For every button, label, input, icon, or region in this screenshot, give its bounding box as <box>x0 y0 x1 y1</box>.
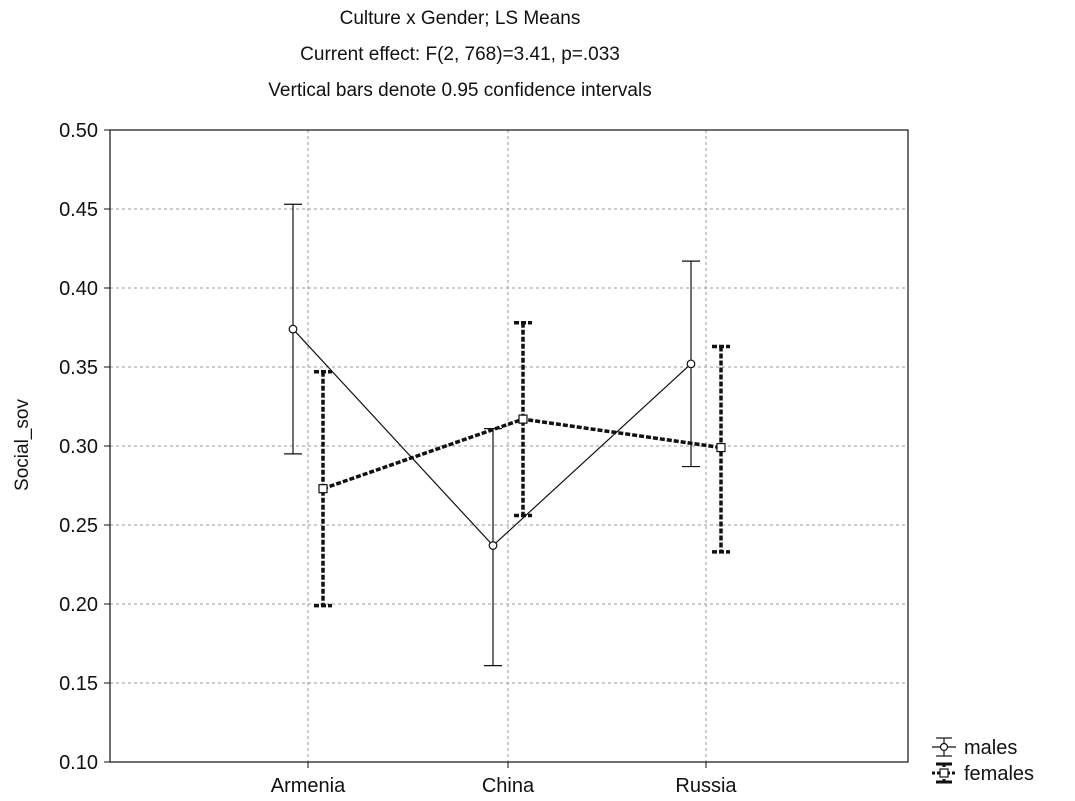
data-point-females <box>716 442 726 453</box>
x-tick-label: Russia <box>675 775 737 797</box>
y-tick-label: 0.25 <box>59 515 98 537</box>
data-point-males <box>488 541 498 550</box>
legend-label-females: females <box>964 763 1034 785</box>
legend-item-males: males <box>932 737 1017 759</box>
data-point-females <box>518 414 528 424</box>
legend-marker-females <box>939 768 949 778</box>
legend-label-males: males <box>964 737 1017 759</box>
y-tick-label: 0.40 <box>59 278 98 300</box>
series-females <box>314 321 730 608</box>
series-line-males <box>292 328 692 547</box>
legend-item-females: females <box>932 762 1034 785</box>
legend: males females <box>932 737 1034 785</box>
chart-title: Culture x Gender; LS Means <box>339 8 581 29</box>
chart-subtitle-ci-note: Vertical bars denote 0.95 confidence int… <box>268 80 652 101</box>
x-tick-labels: Armenia China Russia <box>271 775 738 797</box>
data-point-males <box>686 359 696 369</box>
y-tick-label: 0.30 <box>59 436 98 458</box>
x-tick-label: Armenia <box>271 775 346 797</box>
y-tick-label: 0.20 <box>59 594 98 616</box>
plot-frame <box>109 129 909 763</box>
x-tick-label: China <box>482 775 535 797</box>
y-tick-label: 0.45 <box>59 199 98 221</box>
data-point-males <box>288 324 298 334</box>
y-tick-label: 0.35 <box>59 357 98 379</box>
y-tick-labels: 0.50 0.45 0.40 0.35 0.30 0.25 0.20 0.15 0.10 <box>59 120 98 774</box>
legend-marker-males <box>939 742 949 752</box>
y-axis-label: Social_sov <box>12 399 33 491</box>
data-point-females <box>318 484 328 494</box>
chart-subtitle-effect: Current effect: F(2, 768)=3.41, p=.033 <box>300 44 620 65</box>
y-tick-label: 0.50 <box>59 120 98 142</box>
grid-lines <box>104 129 908 768</box>
y-tick-label: 0.10 <box>59 752 98 774</box>
y-tick-label: 0.15 <box>59 673 98 695</box>
series-males <box>284 203 700 667</box>
series-layer <box>284 203 730 667</box>
